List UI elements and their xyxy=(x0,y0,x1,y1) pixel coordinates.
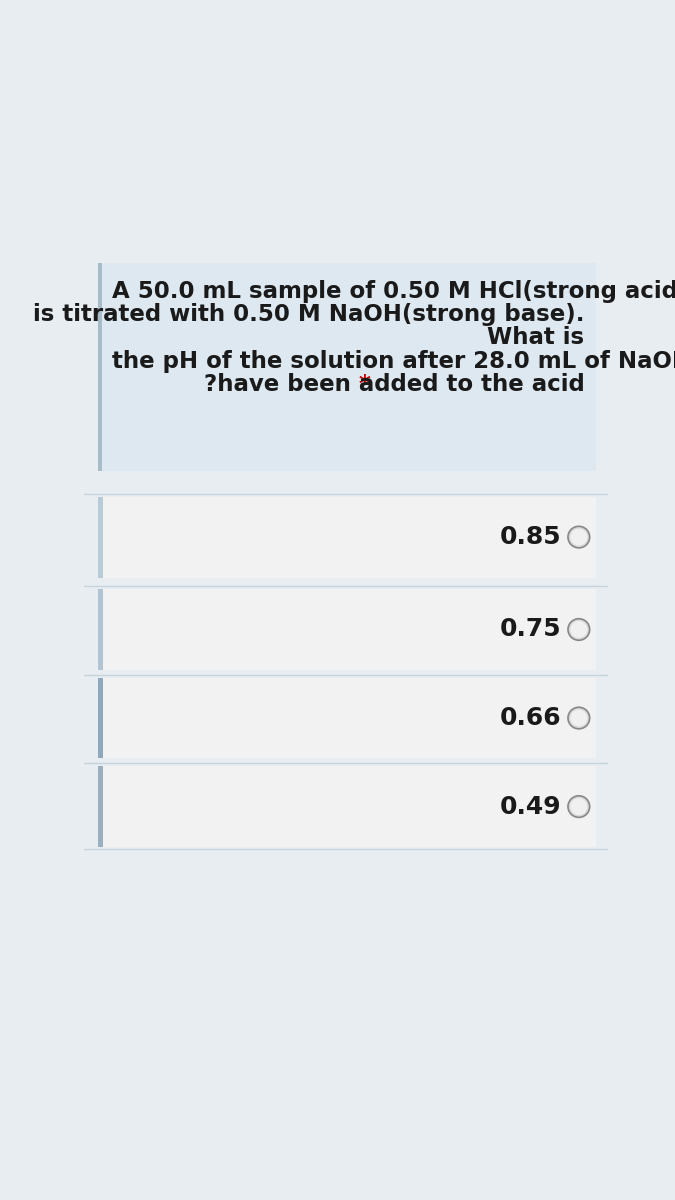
Circle shape xyxy=(570,709,587,726)
FancyBboxPatch shape xyxy=(99,589,596,670)
Circle shape xyxy=(568,527,590,548)
Circle shape xyxy=(568,619,590,641)
FancyBboxPatch shape xyxy=(99,497,103,577)
FancyBboxPatch shape xyxy=(99,678,103,758)
Circle shape xyxy=(570,529,587,546)
Circle shape xyxy=(568,707,590,728)
Text: ?have been added to the acid: ?have been added to the acid xyxy=(203,373,585,396)
Text: the pH of the solution after 28.0 mL of NaOH: the pH of the solution after 28.0 mL of … xyxy=(112,349,675,372)
Circle shape xyxy=(570,622,587,638)
Text: What is: What is xyxy=(487,326,585,349)
FancyBboxPatch shape xyxy=(99,263,102,472)
Text: 0.66: 0.66 xyxy=(500,706,562,730)
FancyBboxPatch shape xyxy=(99,678,596,758)
FancyBboxPatch shape xyxy=(99,497,596,577)
Text: 0.85: 0.85 xyxy=(500,526,562,550)
Text: *: * xyxy=(360,373,379,396)
FancyBboxPatch shape xyxy=(99,766,103,847)
Text: 0.49: 0.49 xyxy=(500,794,562,818)
Text: is titrated with 0.50 M NaOH(strong base).: is titrated with 0.50 M NaOH(strong base… xyxy=(33,304,585,326)
Circle shape xyxy=(570,798,587,815)
Circle shape xyxy=(568,796,590,817)
FancyBboxPatch shape xyxy=(99,263,596,472)
Text: A 50.0 mL sample of 0.50 M HCl(strong acid): A 50.0 mL sample of 0.50 M HCl(strong ac… xyxy=(112,281,675,304)
FancyBboxPatch shape xyxy=(99,766,596,847)
FancyBboxPatch shape xyxy=(99,589,103,670)
Text: 0.75: 0.75 xyxy=(500,618,562,642)
